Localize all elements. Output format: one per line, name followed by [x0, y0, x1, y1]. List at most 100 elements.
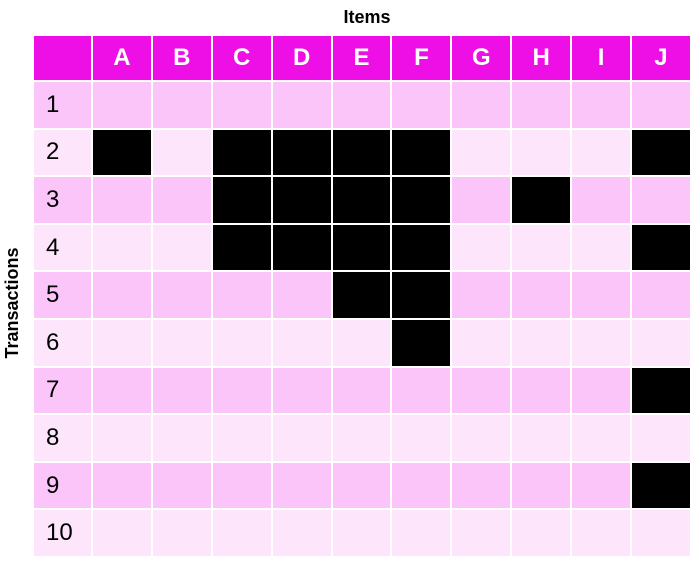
- empty-cell-7-f: [392, 367, 453, 416]
- empty-cell-8-c: [212, 415, 273, 463]
- item-header-h: H: [512, 36, 573, 82]
- empty-cell-5-d: [272, 272, 333, 320]
- empty-cell-6-h: [512, 319, 573, 368]
- transaction-label-3: 3: [34, 177, 93, 225]
- transaction-label-4: 4: [34, 224, 93, 273]
- empty-cell-9-a: [93, 462, 153, 511]
- transaction-label-2: 2: [34, 129, 93, 178]
- empty-cell-1-e: [332, 82, 393, 130]
- empty-cell-5-i: [572, 272, 633, 320]
- empty-cell-9-d: [272, 462, 333, 511]
- empty-cell-8-b: [152, 415, 213, 463]
- empty-cell-2-b: [152, 129, 213, 178]
- filled-cell-6-f: [392, 319, 453, 368]
- empty-cell-6-a: [93, 319, 153, 368]
- empty-cell-10-c: [212, 510, 273, 558]
- filled-cell-2-c: [212, 129, 273, 178]
- empty-cell-8-f: [392, 415, 453, 463]
- filled-cell-3-e: [332, 177, 393, 225]
- item-header-j: J: [632, 36, 692, 82]
- items-axis-title: Items: [343, 7, 391, 27]
- empty-cell-4-i: [572, 224, 633, 273]
- filled-cell-5-f: [392, 272, 453, 320]
- empty-cell-10-f: [392, 510, 453, 558]
- empty-cell-1-d: [272, 82, 333, 130]
- empty-cell-1-h: [512, 82, 573, 130]
- empty-cell-9-c: [212, 462, 273, 511]
- empty-cell-7-c: [212, 367, 273, 416]
- transaction-label-8: 8: [34, 415, 93, 463]
- empty-cell-7-i: [572, 367, 633, 416]
- empty-cell-10-b: [152, 510, 213, 558]
- empty-cell-4-b: [152, 224, 213, 273]
- empty-cell-10-j: [632, 510, 692, 558]
- empty-cell-1-i: [572, 82, 633, 130]
- filled-cell-3-f: [392, 177, 453, 225]
- filled-cell-5-e: [332, 272, 393, 320]
- filled-cell-2-e: [332, 129, 393, 178]
- empty-cell-7-b: [152, 367, 213, 416]
- transaction-label-1: 1: [34, 82, 93, 130]
- empty-cell-6-j: [632, 319, 692, 368]
- empty-cell-3-j: [632, 177, 692, 225]
- filled-cell-3-h: [512, 177, 573, 225]
- empty-cell-7-h: [512, 367, 573, 416]
- empty-cell-9-f: [392, 462, 453, 511]
- item-header-e: E: [332, 36, 393, 82]
- filled-cell-2-j: [632, 129, 692, 178]
- filled-cell-4-f: [392, 224, 453, 273]
- transaction-label-10: 10: [34, 510, 93, 558]
- empty-cell-8-i: [572, 415, 633, 463]
- filled-cell-9-j: [632, 462, 692, 511]
- filled-cell-7-j: [632, 367, 692, 416]
- filled-cell-4-d: [272, 224, 333, 273]
- filled-cell-4-c: [212, 224, 273, 273]
- transaction-item-matrix: A B C D E F G H I J 1 2 3 4 5 6 7 8 9 10: [34, 36, 692, 558]
- transaction-label-6: 6: [34, 319, 93, 368]
- empty-cell-7-e: [332, 367, 393, 416]
- filled-cell-4-e: [332, 224, 393, 273]
- empty-cell-4-a: [93, 224, 153, 273]
- empty-cell-1-c: [212, 82, 273, 130]
- empty-cell-7-g: [452, 367, 513, 416]
- filled-cell-2-d: [272, 129, 333, 178]
- empty-cell-1-b: [152, 82, 213, 130]
- empty-cell-10-a: [93, 510, 153, 558]
- empty-cell-6-i: [572, 319, 633, 368]
- empty-cell-1-a: [93, 82, 153, 130]
- item-header-i: I: [572, 36, 633, 82]
- empty-cell-10-h: [512, 510, 573, 558]
- empty-cell-9-i: [572, 462, 633, 511]
- filled-cell-2-a: [93, 129, 153, 178]
- item-header-d: D: [272, 36, 333, 82]
- empty-cell-2-h: [512, 129, 573, 178]
- empty-cell-8-g: [452, 415, 513, 463]
- filled-cell-3-d: [272, 177, 333, 225]
- empty-cell-9-h: [512, 462, 573, 511]
- empty-cell-9-g: [452, 462, 513, 511]
- empty-cell-8-d: [272, 415, 333, 463]
- item-header-a: A: [93, 36, 153, 82]
- empty-cell-1-j: [632, 82, 692, 130]
- filled-cell-2-f: [392, 129, 453, 178]
- empty-cell-3-b: [152, 177, 213, 225]
- item-header-c: C: [212, 36, 273, 82]
- empty-cell-6-d: [272, 319, 333, 368]
- empty-cell-3-a: [93, 177, 153, 225]
- empty-cell-6-e: [332, 319, 393, 368]
- header-corner-cell: [34, 36, 93, 82]
- empty-cell-9-b: [152, 462, 213, 511]
- empty-cell-5-j: [632, 272, 692, 320]
- empty-cell-4-h: [512, 224, 573, 273]
- empty-cell-10-i: [572, 510, 633, 558]
- item-header-g: G: [452, 36, 513, 82]
- empty-cell-3-i: [572, 177, 633, 225]
- empty-cell-8-e: [332, 415, 393, 463]
- empty-cell-10-e: [332, 510, 393, 558]
- empty-cell-8-h: [512, 415, 573, 463]
- empty-cell-10-d: [272, 510, 333, 558]
- transaction-label-7: 7: [34, 367, 93, 416]
- empty-cell-8-j: [632, 415, 692, 463]
- empty-cell-7-a: [93, 367, 153, 416]
- item-header-b: B: [152, 36, 213, 82]
